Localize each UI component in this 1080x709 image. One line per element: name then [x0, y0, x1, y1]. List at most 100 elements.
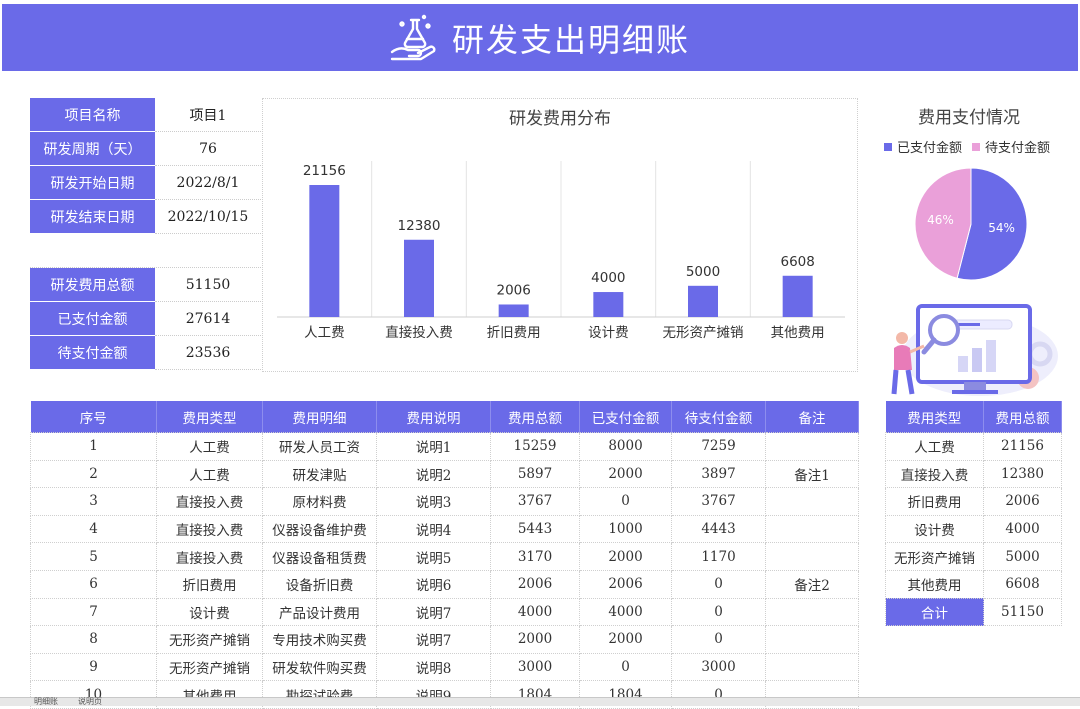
table-cell[interactable]: 6 [30, 569, 157, 599]
table-cell[interactable]: 3767 [671, 487, 766, 516]
table-cell[interactable]: 5 [30, 542, 157, 571]
table-cell[interactable]: 说明4 [376, 514, 491, 544]
table-cell[interactable]: 2000 [579, 542, 672, 571]
table-cell[interactable]: 7259 [671, 432, 766, 461]
column-header[interactable]: 费用说明 [376, 401, 491, 433]
table-cell[interactable]: 2 [30, 459, 157, 489]
table-cell[interactable]: 4443 [671, 514, 766, 544]
table-cell[interactable]: 人工费 [156, 432, 263, 461]
table-cell[interactable]: 8000 [579, 432, 672, 461]
info-value[interactable]: 76 [155, 132, 261, 166]
table-cell[interactable]: 备注1 [765, 459, 859, 489]
table-cell[interactable]: 折旧费用 [885, 487, 984, 516]
table-cell[interactable]: 3170 [490, 542, 580, 571]
table-cell[interactable]: 1 [30, 432, 157, 461]
table-cell[interactable]: 4 [30, 514, 157, 544]
table-cell[interactable]: 3767 [490, 487, 580, 516]
table-cell[interactable]: 无形资产摊销 [156, 625, 263, 654]
info-value[interactable]: 51150 [155, 268, 261, 302]
table-cell[interactable]: 2006 [983, 487, 1062, 516]
column-header[interactable]: 已支付金额 [579, 401, 672, 433]
table-cell[interactable] [765, 652, 859, 682]
table-cell[interactable]: 说明5 [376, 542, 491, 571]
table-cell[interactable]: 说明6 [376, 569, 491, 599]
table-cell[interactable]: 说明1 [376, 432, 491, 461]
table-cell[interactable]: 12380 [983, 459, 1062, 489]
table-cell[interactable]: 说明3 [376, 487, 491, 516]
table-cell[interactable]: 备注2 [765, 569, 859, 599]
column-header[interactable]: 费用明细 [262, 401, 377, 433]
table-cell[interactable] [765, 625, 859, 654]
table-cell[interactable]: 无形资产摊销 [885, 542, 984, 571]
table-cell[interactable]: 4000 [579, 597, 672, 627]
table-cell[interactable]: 无形资产摊销 [156, 652, 263, 682]
table-cell[interactable]: 0 [671, 597, 766, 627]
table-cell[interactable]: 直接投入费 [156, 542, 263, 571]
table-cell[interactable]: 9 [30, 652, 157, 682]
column-header[interactable]: 序号 [30, 401, 157, 433]
table-cell[interactable]: 其他费用 [885, 569, 984, 599]
table-cell[interactable]: 3 [30, 487, 157, 516]
total-value[interactable]: 51150 [983, 597, 1062, 627]
table-cell[interactable]: 2006 [579, 569, 672, 599]
table-cell[interactable]: 3897 [671, 459, 766, 489]
table-cell[interactable]: 2006 [490, 569, 580, 599]
table-cell[interactable]: 1000 [579, 514, 672, 544]
table-cell[interactable]: 6608 [983, 569, 1062, 599]
table-cell[interactable]: 8 [30, 625, 157, 654]
table-cell[interactable] [765, 542, 859, 571]
table-cell[interactable] [765, 487, 859, 516]
table-cell[interactable]: 3000 [671, 652, 766, 682]
column-header[interactable]: 待支付金额 [671, 401, 766, 433]
table-cell[interactable]: 仪器设备维护费 [262, 514, 377, 544]
table-cell[interactable]: 仪器设备租赁费 [262, 542, 377, 571]
table-cell[interactable]: 说明7 [376, 597, 491, 627]
table-cell[interactable]: 4000 [983, 514, 1062, 544]
table-cell[interactable]: 直接投入费 [156, 487, 263, 516]
column-header[interactable]: 费用总额 [983, 401, 1062, 433]
table-cell[interactable]: 3000 [490, 652, 580, 682]
table-cell[interactable]: 0 [671, 625, 766, 654]
table-cell[interactable]: 2000 [579, 625, 672, 654]
table-cell[interactable]: 直接投入费 [156, 514, 263, 544]
table-cell[interactable]: 2000 [490, 625, 580, 654]
table-cell[interactable]: 0 [579, 487, 672, 516]
info-value[interactable]: 2022/8/1 [155, 166, 261, 200]
table-cell[interactable]: 5443 [490, 514, 580, 544]
table-cell[interactable]: 0 [671, 569, 766, 599]
column-header[interactable]: 备注 [765, 401, 859, 433]
table-cell[interactable]: 人工费 [156, 459, 263, 489]
table-cell[interactable]: 产品设计费用 [262, 597, 377, 627]
table-cell[interactable]: 研发人员工资 [262, 432, 377, 461]
table-cell[interactable] [765, 597, 859, 627]
info-value[interactable]: 23536 [155, 336, 261, 370]
column-header[interactable]: 费用总额 [490, 401, 580, 433]
table-cell[interactable]: 0 [579, 652, 672, 682]
table-cell[interactable]: 7 [30, 597, 157, 627]
table-cell[interactable]: 说明8 [376, 652, 491, 682]
table-cell[interactable]: 设备折旧费 [262, 569, 377, 599]
table-cell[interactable]: 设计费 [885, 514, 984, 544]
table-cell[interactable]: 4000 [490, 597, 580, 627]
table-cell[interactable]: 5000 [983, 542, 1062, 571]
table-cell[interactable]: 人工费 [885, 432, 984, 461]
table-cell[interactable]: 直接投入费 [885, 459, 984, 489]
table-cell[interactable]: 专用技术购买费 [262, 625, 377, 654]
sheet-tab-notes[interactable]: 说明页 [78, 697, 102, 706]
table-cell[interactable]: 研发津贴 [262, 459, 377, 489]
table-cell[interactable]: 研发软件购买费 [262, 652, 377, 682]
sheet-tab-ledger[interactable]: 明细账 [34, 697, 58, 706]
info-value[interactable]: 2022/10/15 [155, 200, 261, 234]
table-cell[interactable]: 2000 [579, 459, 672, 489]
table-cell[interactable]: 说明7 [376, 625, 491, 654]
info-value[interactable]: 27614 [155, 302, 261, 336]
table-cell[interactable]: 原材料费 [262, 487, 377, 516]
table-cell[interactable]: 1170 [671, 542, 766, 571]
table-cell[interactable]: 折旧费用 [156, 569, 263, 599]
table-cell[interactable]: 15259 [490, 432, 580, 461]
table-cell[interactable]: 5897 [490, 459, 580, 489]
column-header[interactable]: 费用类型 [885, 401, 984, 433]
table-cell[interactable]: 设计费 [156, 597, 263, 627]
table-cell[interactable] [765, 432, 859, 461]
table-cell[interactable]: 说明2 [376, 459, 491, 489]
